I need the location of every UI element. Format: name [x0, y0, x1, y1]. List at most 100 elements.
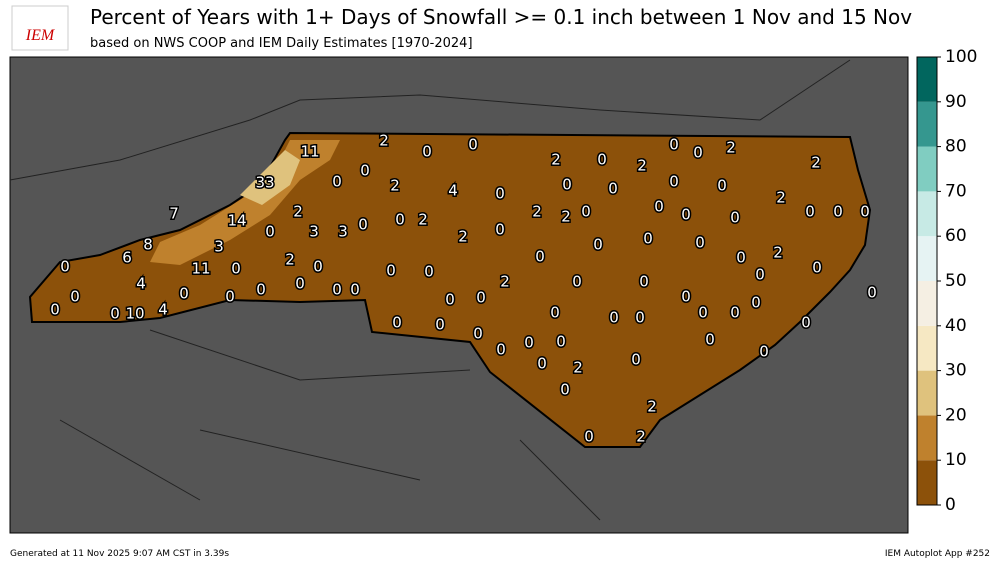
station-value: 0: [473, 325, 483, 343]
station-value: 0: [801, 314, 811, 332]
station-value: 0: [524, 334, 534, 352]
colorbar-swatch: [917, 191, 937, 237]
station-value: 0: [560, 381, 570, 399]
county-lines: [9, 59, 851, 521]
station-value: 33: [255, 174, 274, 192]
colorbar-label: 90: [945, 92, 967, 112]
station-value: 4: [136, 275, 146, 293]
station-value: 0: [698, 304, 708, 322]
station-value: 2: [561, 208, 571, 226]
station-value: 3: [338, 223, 348, 241]
station-value: 0: [550, 304, 560, 322]
station-value: 0: [256, 281, 266, 299]
station-value: 0: [639, 273, 649, 291]
station-value: 0: [681, 206, 691, 224]
station-value: 4: [158, 301, 168, 319]
station-value: 0: [265, 223, 275, 241]
station-value: 0: [225, 288, 235, 306]
station-value: 0: [572, 273, 582, 291]
station-value: 0: [60, 258, 70, 276]
colorbar-label: 80: [945, 137, 967, 157]
colorbar-swatch: [917, 415, 937, 461]
station-value: 0: [730, 209, 740, 227]
station-value: 2: [418, 211, 428, 229]
station-value: 0: [631, 351, 641, 369]
station-value: 2: [637, 157, 647, 175]
station-value: 0: [179, 285, 189, 303]
station-value: 0: [562, 176, 572, 194]
station-value: 2: [773, 244, 783, 262]
station-value: 0: [755, 266, 765, 284]
station-value: 0: [693, 144, 703, 162]
station-value: 0: [313, 258, 323, 276]
station-value: 2: [551, 151, 561, 169]
colorbar-swatch: [917, 370, 937, 416]
station-value: 0: [535, 248, 545, 266]
logo-text: IEM: [25, 27, 56, 44]
station-value: 0: [751, 294, 761, 312]
colorbar-label: 50: [945, 271, 967, 291]
station-value: 0: [597, 151, 607, 169]
station-value: 2: [285, 251, 295, 269]
station-value: 0: [332, 281, 342, 299]
colorbar-swatch: [917, 146, 937, 192]
station-value: 0: [231, 260, 241, 278]
station-value: 0: [495, 185, 505, 203]
station-value: 0: [332, 173, 342, 191]
station-value: 0: [593, 236, 603, 254]
station-value: 0: [70, 288, 80, 306]
station-value: 2: [776, 189, 786, 207]
station-value: 0: [435, 316, 445, 334]
station-value: 0: [556, 333, 566, 351]
station-value: 0: [736, 249, 746, 267]
station-value: 0: [730, 304, 740, 322]
station-value: 7: [169, 205, 179, 223]
station-value: 0: [681, 288, 691, 306]
station-value: 0: [584, 428, 594, 446]
station-value: 0: [833, 203, 843, 221]
station-value: 0: [295, 275, 305, 293]
colorbar-swatch: [917, 281, 937, 326]
station-value: 0: [695, 234, 705, 252]
station-value: 2: [636, 428, 646, 446]
colorbar-swatch: [917, 460, 937, 505]
station-value: 6: [122, 249, 132, 267]
colorbar-swatch: [917, 236, 937, 281]
station-value: 0: [654, 198, 664, 216]
station-value: 0: [386, 262, 396, 280]
colorbar-label: 40: [945, 316, 967, 336]
station-value: 0: [392, 314, 402, 332]
colorbar-label: 10: [945, 450, 967, 470]
station-value: 0: [476, 289, 486, 307]
colorbar-swatch: [917, 57, 937, 102]
logo: IEM: [11, 5, 69, 51]
station-value: 2: [458, 228, 468, 246]
station-value: 0: [705, 331, 715, 349]
station-value: 0: [669, 136, 679, 154]
station-value: 3: [309, 223, 319, 241]
title: Percent of Years with 1+ Days of Snowfal…: [90, 5, 912, 29]
station-value: 0: [495, 221, 505, 239]
colorbar-label: 60: [945, 226, 967, 246]
station-value: 2: [811, 154, 821, 172]
contour-20: [240, 150, 300, 205]
station-value: 0: [424, 263, 434, 281]
station-value: 0: [643, 230, 653, 248]
station-value: 0: [110, 305, 120, 323]
colorbar-label: 0: [945, 495, 956, 515]
station-value: 14: [227, 212, 246, 230]
station-value: 0: [805, 203, 815, 221]
station-value: 0: [717, 177, 727, 195]
station-value: 2: [647, 398, 657, 416]
station-value: 2: [726, 139, 736, 157]
station-value: 0: [358, 216, 368, 234]
colorbar-swatch: [917, 325, 937, 371]
colorbar-label: 30: [945, 361, 967, 381]
station-value: 11: [300, 143, 319, 161]
station-value: 0: [468, 136, 478, 154]
footer-left: Generated at 11 Nov 2025 9:07 AM CST in …: [10, 549, 229, 559]
station-value: 4: [448, 182, 458, 200]
colorbar-label: 20: [945, 405, 967, 425]
